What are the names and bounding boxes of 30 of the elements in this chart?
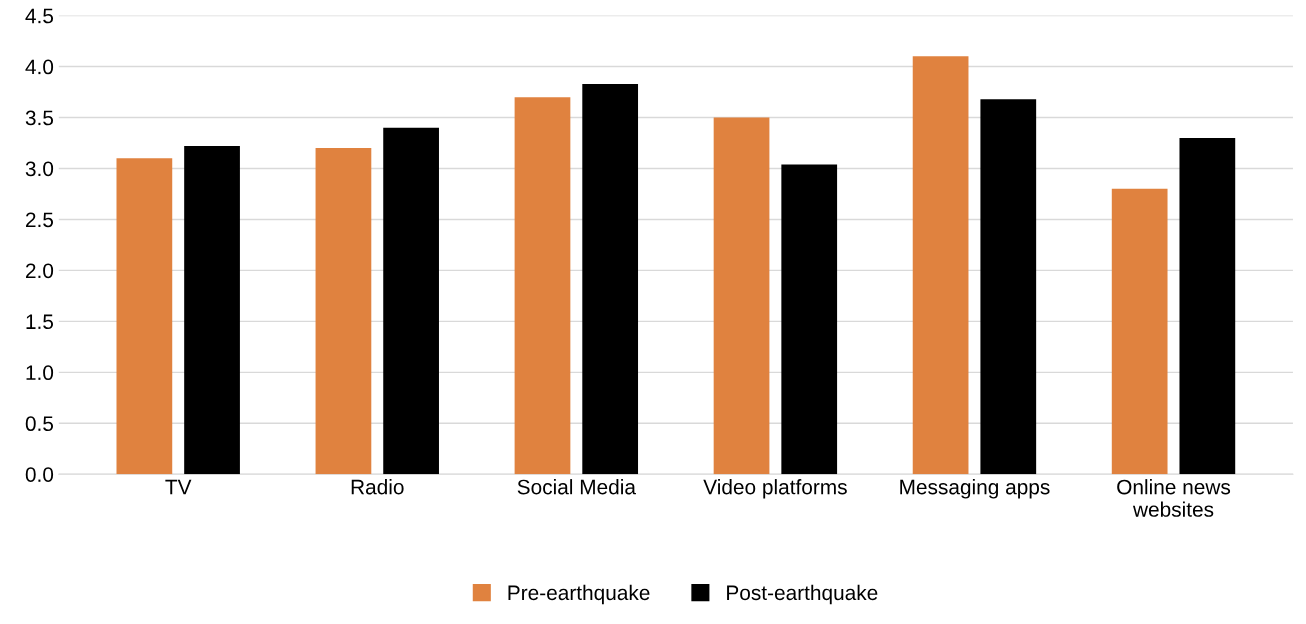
legend-label: Post-earthquake (727, 584, 878, 605)
bar (582, 83, 639, 475)
bar (1111, 188, 1168, 475)
bar (184, 146, 240, 475)
legend-label: Pre-earthquake (508, 584, 650, 605)
bar (383, 127, 439, 475)
bar (912, 56, 969, 475)
bar (116, 158, 173, 475)
x-tick-label: Social Media (517, 479, 636, 495)
y-tick-label: 2.5 (26, 212, 54, 228)
y-tick-label: 3.5 (25, 110, 54, 126)
y-tick-label: 0.5 (25, 416, 54, 432)
x-tick-label: Messaging apps (900, 479, 1050, 499)
bar (781, 164, 838, 475)
y-tick-label: 3.0 (25, 161, 54, 177)
x-tick-label: Online news websites (1117, 479, 1231, 517)
bar (514, 97, 571, 475)
y-tick-label: 0.0 (25, 467, 54, 482)
x-tick-label: Video platforms (703, 479, 847, 499)
x-tick-label: Radio (351, 479, 404, 495)
y-tick-label: 4.5 (25, 8, 54, 24)
x-tick-label: TV (165, 479, 192, 495)
y-tick-label: 1.5 (26, 314, 54, 330)
y-tick-label: 2.0 (26, 263, 54, 279)
bar (713, 117, 770, 475)
bar (315, 148, 372, 475)
bar (1179, 137, 1236, 475)
bar (980, 99, 1037, 475)
y-tick-label: 4.0 (25, 59, 54, 75)
y-tick-label: 1.0 (26, 365, 54, 381)
